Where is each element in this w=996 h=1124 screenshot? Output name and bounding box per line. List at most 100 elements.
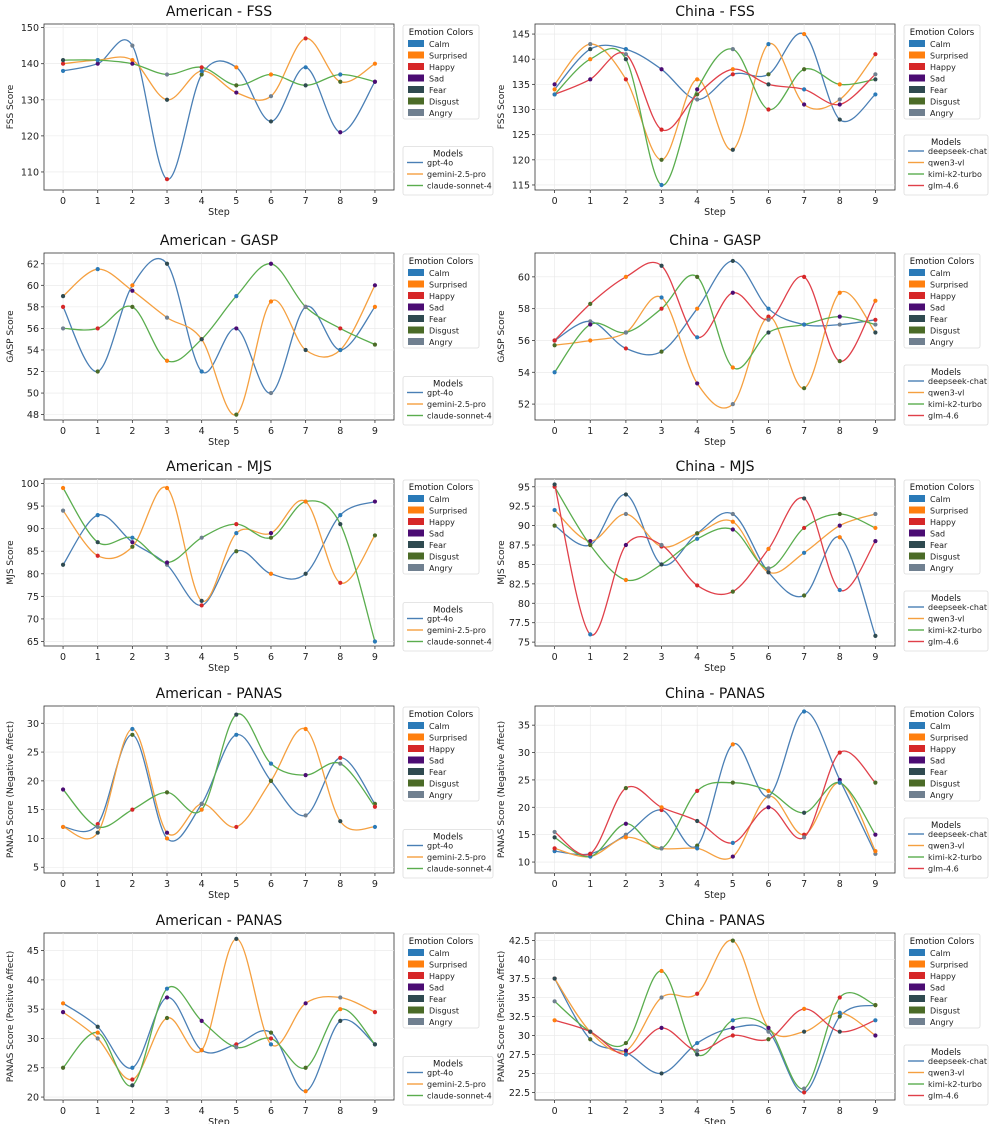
emotion-legend-title: Emotion Colors bbox=[409, 28, 474, 38]
emotion-legend: Emotion Colors Calm Surprised Happy Sad Fear D… bbox=[903, 24, 981, 120]
emotion-label-calm: Calm bbox=[429, 495, 450, 504]
y-tick-label: 25 bbox=[518, 775, 530, 786]
data-point bbox=[95, 1024, 100, 1029]
emotion-swatch-angry bbox=[408, 109, 424, 116]
data-point bbox=[60, 485, 66, 491]
plot-area bbox=[43, 705, 395, 874]
data-point bbox=[268, 72, 274, 77]
data-point bbox=[659, 1071, 664, 1076]
y-tick-label: 25 bbox=[27, 748, 39, 759]
emotion-label-sad: Sad bbox=[429, 530, 444, 539]
emotion-label-surprised: Surprised bbox=[930, 281, 968, 290]
data-point bbox=[60, 326, 66, 331]
emotion-legend: Emotion Colors Calm Surprised Happy Sad Fear D… bbox=[903, 479, 981, 575]
y-tick-label: 32.5 bbox=[509, 1012, 530, 1023]
data-point bbox=[338, 819, 343, 824]
data-point bbox=[837, 359, 842, 364]
data-point bbox=[730, 401, 735, 407]
emotion-swatch-calm bbox=[909, 40, 925, 47]
x-tick-label: 6 bbox=[765, 196, 771, 207]
emotion-swatch-angry bbox=[408, 1018, 424, 1025]
emotion-swatch-fear bbox=[909, 86, 925, 93]
models-legend-label: deepseek-chat bbox=[928, 147, 987, 156]
emotion-swatch-angry bbox=[909, 338, 925, 345]
models-legend-label: claude-sonnet-4 bbox=[427, 1092, 492, 1101]
series-line-claude-sonnet-4 bbox=[62, 713, 376, 829]
emotion-label-angry: Angry bbox=[930, 109, 954, 118]
x-tick-label: 0 bbox=[60, 426, 66, 437]
data-point bbox=[234, 936, 239, 941]
models-legend-frame bbox=[402, 602, 494, 652]
x-tick-label: 5 bbox=[233, 879, 239, 890]
data-point bbox=[338, 130, 343, 135]
data-point bbox=[372, 283, 378, 288]
data-point bbox=[164, 830, 170, 835]
data-point bbox=[837, 995, 842, 1000]
y-tick-label: 92.5 bbox=[509, 502, 530, 513]
data-point bbox=[303, 36, 308, 41]
data-point bbox=[372, 342, 378, 347]
emotion-label-happy: Happy bbox=[429, 745, 455, 754]
data-point bbox=[130, 535, 135, 540]
data-point bbox=[268, 761, 274, 766]
emotion-swatch-happy bbox=[909, 972, 925, 979]
data-point bbox=[659, 127, 664, 132]
x-tick-label: 8 bbox=[337, 1106, 343, 1117]
data-point bbox=[303, 1089, 308, 1094]
data-point bbox=[95, 267, 100, 272]
emotion-swatch-happy bbox=[909, 745, 925, 752]
chart-panel-9: 0 1 2 3 4 5 6 7 8 9 22.5 25 27.5 30 32.5 35 37.5 40 42.5 Ch… bbox=[497, 913, 989, 1124]
data-point bbox=[802, 1029, 807, 1034]
y-tick-label: 25 bbox=[518, 1069, 530, 1080]
data-point bbox=[234, 65, 239, 70]
models-legend-label: deepseek-chat bbox=[928, 830, 987, 839]
x-tick-label: 1 bbox=[95, 879, 101, 890]
emotion-swatch-disgust bbox=[408, 97, 424, 105]
x-tick-label: 9 bbox=[872, 1106, 878, 1117]
data-point bbox=[623, 1048, 628, 1053]
models-legend-label: gpt-4o bbox=[427, 615, 453, 624]
models-legend-label: kimi-k2-turbo bbox=[928, 853, 982, 862]
data-point bbox=[588, 632, 593, 637]
y-tick-label: 35 bbox=[518, 993, 530, 1004]
y-tick-label: 110 bbox=[21, 167, 39, 178]
y-tick-label: 54 bbox=[518, 368, 530, 379]
emotion-swatch-fear bbox=[909, 768, 925, 775]
data-point bbox=[268, 535, 274, 540]
data-point bbox=[552, 82, 557, 87]
data-point bbox=[199, 1018, 204, 1023]
chart-title: American - PANAS bbox=[156, 913, 283, 929]
emotion-swatch-angry bbox=[909, 564, 925, 571]
x-tick-label: 4 bbox=[199, 426, 205, 437]
y-tick-label: 65 bbox=[27, 637, 39, 648]
data-point bbox=[95, 821, 100, 827]
x-tick-label: 3 bbox=[164, 1106, 170, 1117]
data-point bbox=[623, 542, 628, 548]
y-tick-label: 135 bbox=[512, 80, 530, 91]
emotion-label-surprised: Surprised bbox=[429, 734, 467, 743]
y-tick-label: 45 bbox=[27, 946, 39, 957]
x-tick-label: 8 bbox=[837, 426, 843, 437]
data-point bbox=[695, 381, 700, 386]
y-tick-label: 25 bbox=[27, 1063, 39, 1074]
chart-panel-6: 0 1 2 3 4 5 6 7 8 9 5 10 15 20 25 30 American - PANAS Ste… bbox=[6, 686, 494, 901]
data-point bbox=[873, 298, 878, 303]
plot-area bbox=[43, 252, 395, 421]
y-tick-label: 35 bbox=[518, 721, 530, 732]
emotion-legend-title: Emotion Colors bbox=[910, 28, 975, 38]
models-legend-frame bbox=[903, 134, 989, 196]
data-point bbox=[766, 566, 771, 571]
data-point bbox=[695, 87, 700, 92]
y-tick-label: 145 bbox=[512, 30, 530, 41]
emotion-legend: Emotion Colors Calm Surprised Happy Sad Fear D… bbox=[402, 933, 480, 1029]
data-point bbox=[837, 1029, 842, 1034]
data-point bbox=[95, 553, 100, 558]
emotion-legend-frame bbox=[903, 933, 981, 1029]
emotion-label-calm: Calm bbox=[930, 949, 951, 958]
y-tick-label: 5 bbox=[33, 863, 39, 874]
y-axis-label: FSS Score bbox=[497, 84, 507, 129]
data-point bbox=[552, 999, 557, 1004]
data-point bbox=[802, 810, 807, 815]
emotion-swatch-angry bbox=[408, 564, 424, 571]
data-point bbox=[372, 304, 378, 309]
